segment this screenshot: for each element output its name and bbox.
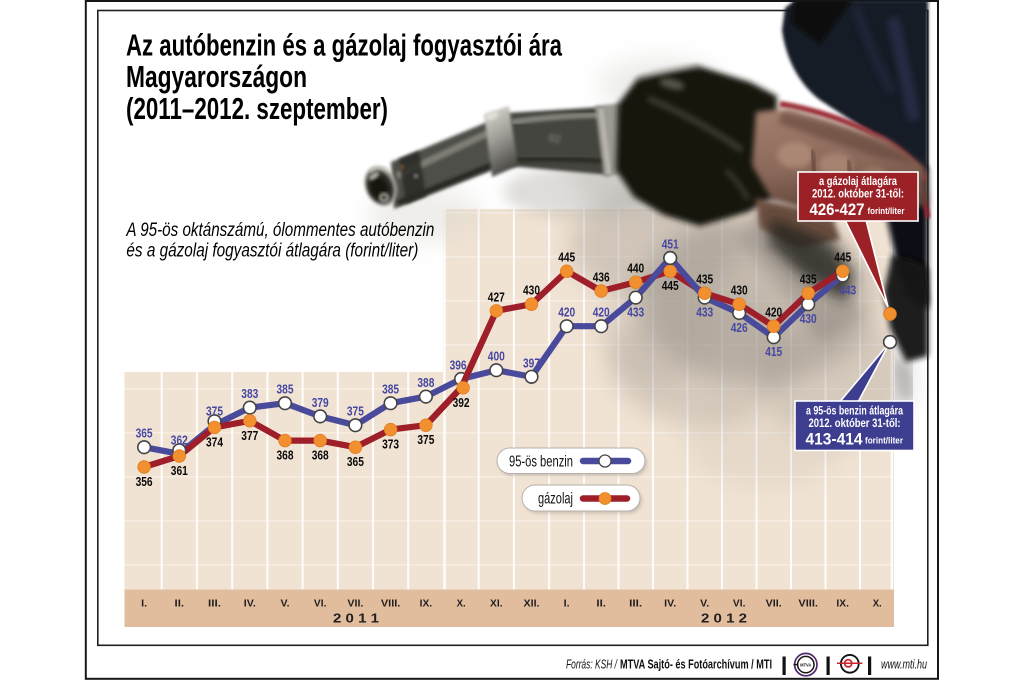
svg-text:365: 365 [347, 454, 364, 469]
svg-text:365: 365 [136, 426, 153, 441]
svg-text:356: 356 [136, 474, 153, 489]
svg-text:VII.: VII. [347, 599, 363, 610]
svg-text:420: 420 [765, 305, 782, 320]
svg-text:VI.: VI. [733, 599, 746, 610]
svg-text:VIII.: VIII. [798, 599, 818, 610]
svg-text:375: 375 [206, 404, 223, 419]
svg-text:375: 375 [347, 404, 364, 419]
svg-text:397: 397 [523, 355, 540, 370]
svg-text:435: 435 [696, 272, 713, 287]
svg-text:2 0 1 2: 2 0 1 2 [701, 612, 747, 626]
svg-text:426: 426 [731, 320, 748, 335]
svg-text:2 0 1 1: 2 0 1 1 [333, 612, 379, 626]
svg-text:433: 433 [696, 305, 713, 320]
svg-text:392: 392 [453, 395, 470, 410]
svg-text:426-427: 426-427 [810, 201, 865, 219]
svg-text:III.: III. [629, 599, 642, 610]
svg-text:www.mti.hu: www.mti.hu [881, 658, 927, 672]
svg-text:415: 415 [765, 344, 782, 359]
svg-text:VII.: VII. [766, 599, 782, 610]
svg-text:361: 361 [171, 463, 188, 478]
svg-text:Az autóbenzin és a gázolaj fog: Az autóbenzin és a gázolaj fogyasztói ár… [126, 28, 563, 63]
svg-text:383: 383 [241, 386, 258, 401]
svg-text:(2011–2012. szeptember): (2011–2012. szeptember) [126, 91, 388, 126]
svg-text:IV.: IV. [244, 599, 256, 610]
svg-text:374: 374 [206, 434, 224, 449]
svg-text:forint/liter: forint/liter [868, 206, 905, 217]
svg-text:430: 430 [523, 283, 540, 298]
svg-text:377: 377 [241, 428, 258, 443]
svg-text:443: 443 [839, 283, 856, 298]
svg-text:433: 433 [627, 305, 644, 320]
svg-text:388: 388 [417, 375, 434, 390]
svg-text:Forrás: KSH /: Forrás: KSH / [566, 658, 618, 672]
svg-text:V.: V. [700, 599, 709, 610]
svg-text:451: 451 [662, 237, 679, 252]
svg-text:385: 385 [277, 382, 294, 397]
svg-text:362: 362 [171, 432, 188, 447]
svg-text:és a gázolaj fogyasztói átlagá: és a gázolaj fogyasztói átlagára (forint… [126, 239, 418, 261]
svg-text:436: 436 [593, 270, 610, 285]
svg-text:92: 92 [548, 132, 562, 146]
svg-text:VIII.: VIII. [381, 599, 401, 610]
svg-text:III.: III. [208, 599, 221, 610]
svg-text:XI.: XI. [490, 599, 503, 610]
svg-text:a 95-ös benzin átlagára: a 95-ös benzin átlagára [806, 404, 903, 418]
svg-text:gázolaj: gázolaj [538, 491, 573, 508]
svg-text:445: 445 [834, 250, 851, 265]
svg-text:XII.: XII. [524, 599, 540, 610]
svg-text:VI.: VI. [314, 599, 327, 610]
svg-text:IX.: IX. [836, 599, 849, 610]
svg-text:IV.: IV. [664, 599, 676, 610]
svg-text:420: 420 [593, 305, 610, 320]
svg-text:430: 430 [731, 283, 748, 298]
svg-text:forint/liter: forint/liter [865, 436, 903, 447]
svg-text:385: 385 [382, 382, 399, 397]
svg-text:440: 440 [627, 261, 644, 276]
svg-text:396: 396 [450, 358, 467, 373]
svg-text:II.: II. [596, 599, 606, 610]
svg-text:427: 427 [488, 289, 505, 304]
svg-text:IX.: IX. [420, 599, 433, 610]
svg-text:MTVA: MTVA [800, 663, 812, 668]
svg-text:373: 373 [382, 437, 399, 452]
svg-text:a gázolaj átlagára: a gázolaj átlagára [819, 174, 897, 188]
svg-text:445: 445 [662, 278, 679, 293]
svg-text:368: 368 [277, 448, 294, 463]
svg-text:A 95-ös oktánszámú, ólommentes: A 95-ös oktánszámú, ólommentes autóbenzi… [126, 219, 435, 241]
svg-text:375: 375 [417, 432, 434, 447]
svg-text:X.: X. [873, 599, 882, 610]
svg-text:435: 435 [800, 272, 817, 287]
svg-text:2012. október 31-től:: 2012. október 31-től: [812, 187, 904, 201]
svg-text:MTVA Sajtó- és Fotóarchívum /: MTVA Sajtó- és Fotóarchívum / MTI [620, 658, 772, 672]
svg-text:445: 445 [558, 250, 575, 265]
svg-text:368: 368 [312, 448, 329, 463]
svg-text:430: 430 [800, 311, 817, 326]
svg-text:II.: II. [175, 599, 185, 610]
svg-text:400: 400 [488, 349, 505, 364]
svg-text:V.: V. [281, 599, 290, 610]
svg-text:I.: I. [141, 599, 147, 610]
svg-text:420: 420 [558, 305, 575, 320]
svg-text:2012. október 31-től:: 2012. október 31-től: [809, 416, 901, 430]
svg-text:Magyarországon: Magyarországon [126, 59, 307, 94]
svg-text:I.: I. [564, 599, 570, 610]
svg-text:413-414: 413-414 [806, 431, 864, 449]
svg-text:95-ös benzin: 95-ös benzin [509, 454, 573, 471]
svg-text:379: 379 [312, 395, 329, 410]
svg-text:X.: X. [457, 599, 466, 610]
